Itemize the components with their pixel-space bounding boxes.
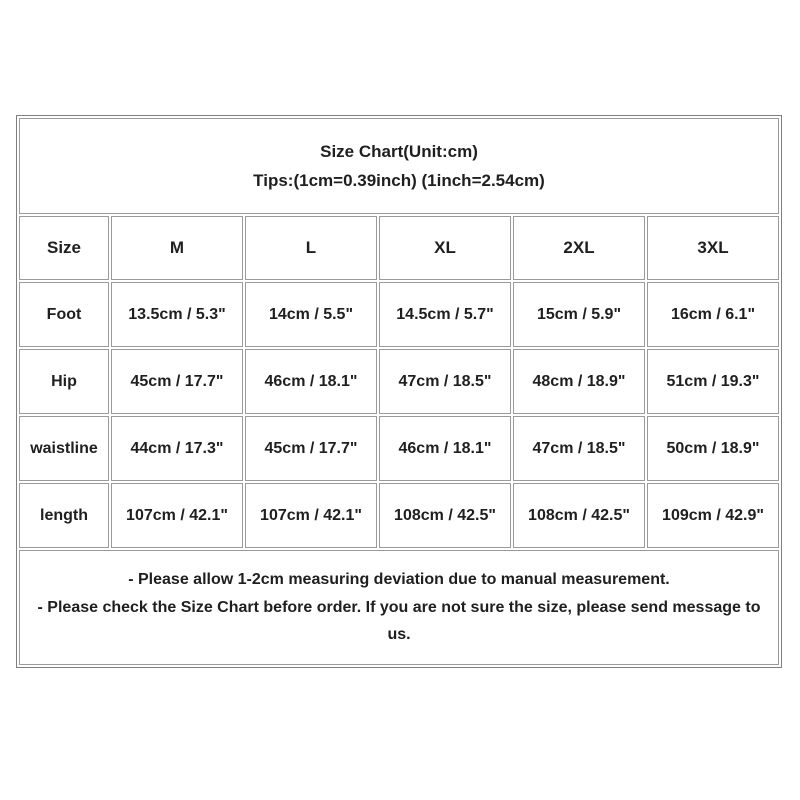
table-row-length: length 107cm / 42.1" 107cm / 42.1" 108cm… [19, 483, 779, 548]
table-row-hip: Hip 45cm / 17.7" 46cm / 18.1" 47cm / 18.… [19, 349, 779, 414]
cell-foot-l: 14cm / 5.5" [245, 282, 377, 347]
col-header-m: M [111, 216, 243, 280]
cell-length-3xl: 109cm / 42.9" [647, 483, 779, 548]
cell-foot-3xl: 16cm / 6.1" [647, 282, 779, 347]
note-measuring-deviation: - Please allow 1-2cm measuring deviation… [128, 571, 670, 589]
size-chart-table: Size Chart(Unit:cm) Tips:(1cm=0.39inch) … [16, 115, 782, 668]
cell-hip-3xl: 51cm / 19.3" [647, 349, 779, 414]
cell-hip-xl: 47cm / 18.5" [379, 349, 511, 414]
cell-length-xl: 108cm / 42.5" [379, 483, 511, 548]
note-check-size-chart: - Please check the Size Chart before ord… [37, 598, 761, 644]
cell-hip-2xl: 48cm / 18.9" [513, 349, 645, 414]
chart-tips: Tips:(1cm=0.39inch) (1inch=2.54cm) [253, 171, 545, 190]
cell-hip-l: 46cm / 18.1" [245, 349, 377, 414]
cell-hip-m: 45cm / 17.7" [111, 349, 243, 414]
chart-title: Size Chart(Unit:cm) [320, 142, 478, 161]
cell-length-m: 107cm / 42.1" [111, 483, 243, 548]
cell-foot-2xl: 15cm / 5.9" [513, 282, 645, 347]
cell-waistline-2xl: 47cm / 18.5" [513, 416, 645, 481]
cell-waistline-m: 44cm / 17.3" [111, 416, 243, 481]
row-label-waistline: waistline [19, 416, 109, 481]
notes-cell: - Please allow 1-2cm measuring deviation… [19, 550, 779, 665]
row-label-hip: Hip [19, 349, 109, 414]
cell-waistline-xl: 46cm / 18.1" [379, 416, 511, 481]
table-row-foot: Foot 13.5cm / 5.3" 14cm / 5.5" 14.5cm / … [19, 282, 779, 347]
row-label-length: length [19, 483, 109, 548]
column-header-row: Size M L XL 2XL 3XL [19, 216, 779, 280]
col-header-xl: XL [379, 216, 511, 280]
col-header-size: Size [19, 216, 109, 280]
cell-length-l: 107cm / 42.1" [245, 483, 377, 548]
row-label-foot: Foot [19, 282, 109, 347]
cell-length-2xl: 108cm / 42.5" [513, 483, 645, 548]
table-row-waistline: waistline 44cm / 17.3" 45cm / 17.7" 46cm… [19, 416, 779, 481]
cell-foot-m: 13.5cm / 5.3" [111, 282, 243, 347]
col-header-l: L [245, 216, 377, 280]
col-header-3xl: 3XL [647, 216, 779, 280]
col-header-2xl: 2XL [513, 216, 645, 280]
notes-row: - Please allow 1-2cm measuring deviation… [19, 550, 779, 665]
cell-foot-xl: 14.5cm / 5.7" [379, 282, 511, 347]
title-cell: Size Chart(Unit:cm) Tips:(1cm=0.39inch) … [19, 118, 779, 214]
cell-waistline-3xl: 50cm / 18.9" [647, 416, 779, 481]
cell-waistline-l: 45cm / 17.7" [245, 416, 377, 481]
title-row: Size Chart(Unit:cm) Tips:(1cm=0.39inch) … [19, 118, 779, 214]
